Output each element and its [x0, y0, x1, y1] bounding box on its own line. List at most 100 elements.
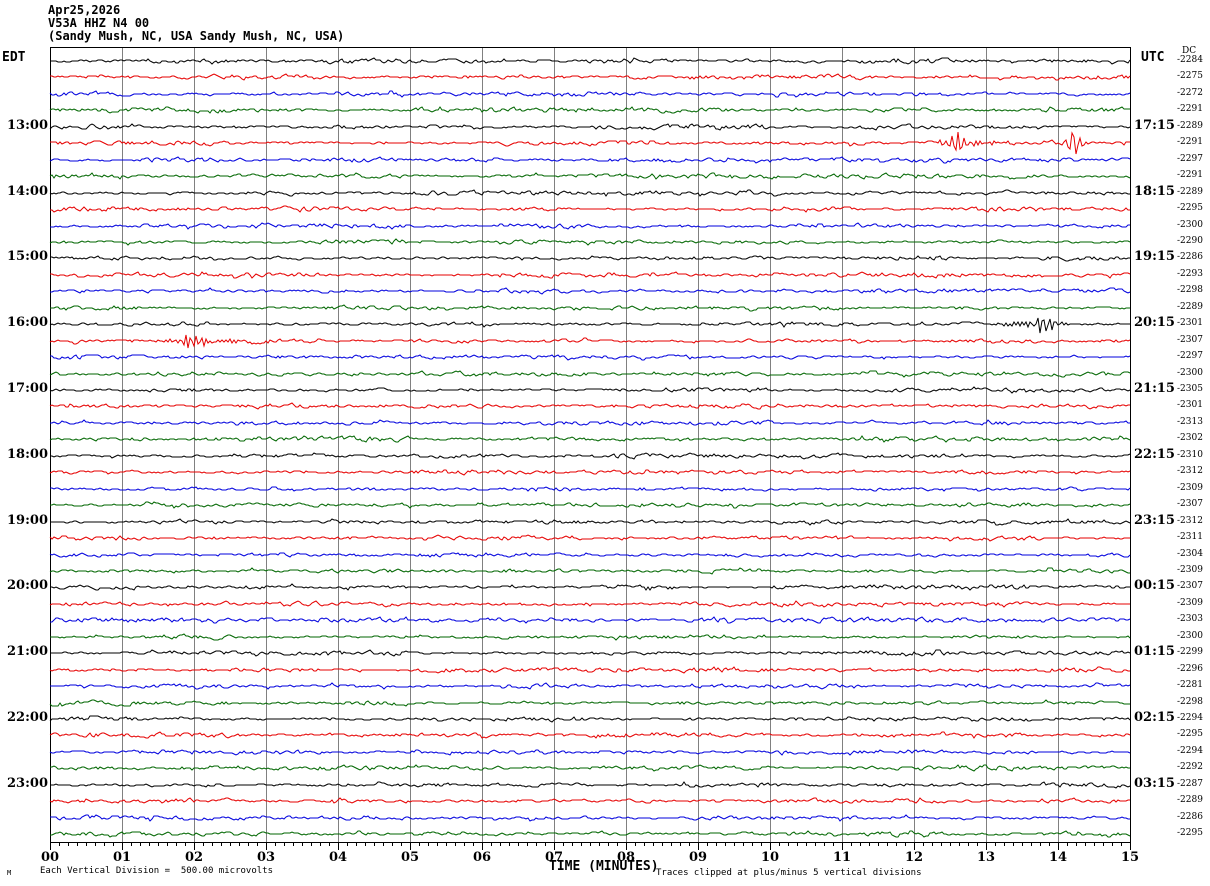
- trace-row-32: [49, 567, 1130, 575]
- trace-row-2: [50, 73, 1131, 81]
- plot-border: [50, 47, 1131, 843]
- traces: [49, 57, 1131, 838]
- trace-row-18: [49, 334, 1131, 349]
- dc-value-row-39: -2281: [1177, 680, 1203, 691]
- dc-value-row-32: -2309: [1177, 564, 1203, 575]
- x-tick-label-01: 01: [112, 850, 132, 865]
- dc-value-row-6: -2291: [1177, 137, 1203, 148]
- trace-row-16: [50, 304, 1130, 312]
- x-tick-label-03: 03: [256, 850, 276, 865]
- dc-value-row-14: -2293: [1177, 268, 1203, 279]
- dc-value-row-28: -2307: [1177, 499, 1203, 510]
- corner-mark: M: [7, 869, 12, 877]
- left-axis-label: EDT: [2, 50, 26, 65]
- trace-row-20: [49, 370, 1131, 378]
- dc-value-row-1: -2284: [1177, 55, 1203, 65]
- hour-label-right-22:15: 22:15: [1134, 446, 1175, 462]
- trace-row-35: [50, 616, 1131, 624]
- trace-row-21: [49, 386, 1131, 394]
- hour-label-left-21:00: 21:00: [7, 644, 48, 660]
- dc-value-row-34: -2309: [1177, 597, 1203, 608]
- trace-row-5: [49, 123, 1131, 131]
- trace-row-37: [50, 649, 1131, 657]
- hour-label-left-19:00: 19:00: [7, 512, 48, 528]
- x-axis-ticks: [50, 842, 1131, 850]
- trace-row-48: [50, 830, 1131, 838]
- hour-label-left-23:00: 23:00: [7, 775, 48, 791]
- dc-value-row-22: -2301: [1177, 400, 1203, 411]
- trace-row-12: [49, 238, 1131, 246]
- trace-row-42: [49, 731, 1131, 739]
- dc-value-row-20: -2300: [1177, 367, 1203, 378]
- dc-value-row-36: -2300: [1177, 630, 1203, 641]
- trace-row-28: [50, 501, 1131, 509]
- x-tick-label-07: 07: [544, 850, 564, 865]
- dc-value-row-12: -2290: [1177, 235, 1203, 246]
- x-tick-label-11: 11: [832, 850, 852, 865]
- trace-row-36: [50, 633, 1131, 641]
- trace-row-43: [49, 749, 1131, 756]
- dc-value-row-46: -2289: [1177, 795, 1203, 806]
- hour-label-right-03:15: 03:15: [1134, 775, 1175, 791]
- dc-value-row-47: -2286: [1177, 811, 1203, 822]
- dc-value-row-15: -2298: [1177, 285, 1203, 296]
- hour-label-left-14:00: 14:00: [7, 183, 48, 199]
- hour-label-right-20:15: 20:15: [1134, 315, 1175, 331]
- x-tick-label-14: 14: [1048, 850, 1068, 865]
- dc-value-row-3: -2272: [1177, 87, 1203, 98]
- trace-row-38: [49, 666, 1130, 674]
- dc-value-row-41: -2294: [1177, 713, 1203, 723]
- trace-row-45: [50, 781, 1131, 789]
- dc-value-row-13: -2286: [1177, 252, 1203, 263]
- x-tick-label-06: 06: [472, 850, 492, 865]
- dc-value-row-26: -2312: [1177, 466, 1203, 477]
- dc-value-row-37: -2299: [1177, 647, 1203, 658]
- trace-row-30: [49, 534, 1130, 542]
- trace-row-24: [49, 435, 1131, 443]
- dc-value-row-19: -2297: [1177, 351, 1203, 362]
- dc-value-row-17: -2301: [1177, 318, 1203, 329]
- dc-value-row-21: -2305: [1177, 384, 1203, 394]
- hour-label-right-23:15: 23:15: [1134, 512, 1175, 528]
- trace-row-3: [49, 90, 1131, 98]
- hour-label-left-20:00: 20:00: [7, 578, 48, 594]
- dc-value-row-18: -2307: [1177, 334, 1203, 345]
- hour-label-left-22:00: 22:00: [7, 710, 48, 725]
- dc-value-row-11: -2300: [1177, 219, 1203, 230]
- trace-row-26: [49, 469, 1131, 476]
- dc-value-row-10: -2295: [1177, 203, 1203, 214]
- dc-value-row-45: -2287: [1177, 778, 1203, 789]
- trace-row-40: [49, 699, 1130, 707]
- trace-row-27: [50, 486, 1131, 492]
- grid-lines: [122, 47, 1059, 842]
- x-tick-label-12: 12: [904, 850, 924, 865]
- dc-column-header: DC: [1182, 46, 1197, 56]
- dc-value-row-44: -2292: [1177, 762, 1203, 773]
- dc-value-row-38: -2296: [1177, 663, 1203, 674]
- hour-label-left-15:00: 15:00: [7, 249, 48, 265]
- dc-value-row-24: -2302: [1177, 433, 1203, 444]
- trace-row-41: [49, 715, 1131, 723]
- hour-label-right-02:15: 02:15: [1134, 710, 1175, 725]
- x-tick-label-00: 00: [40, 850, 60, 865]
- trace-row-4: [49, 106, 1130, 114]
- trace-row-39: [50, 682, 1131, 690]
- x-tick-label-13: 13: [976, 850, 996, 865]
- dc-value-row-16: -2289: [1177, 301, 1203, 312]
- trace-row-29: [50, 518, 1131, 526]
- trace-row-17: [49, 317, 1130, 334]
- trace-row-1: [50, 57, 1131, 65]
- trace-row-23: [50, 419, 1130, 426]
- trace-row-25: [50, 452, 1131, 460]
- clip-note: Traces clipped at plus/minus 5 vertical …: [656, 868, 922, 878]
- dc-value-row-29: -2312: [1177, 515, 1203, 526]
- dc-value-row-35: -2303: [1177, 614, 1203, 625]
- dc-value-row-23: -2313: [1177, 416, 1203, 427]
- trace-row-46: [49, 797, 1130, 804]
- dc-value-row-31: -2304: [1177, 548, 1203, 559]
- title-block: Apr25,2026 V53A HHZ N4 00 (Sandy Mush, N…: [48, 4, 344, 43]
- trace-row-11: [50, 222, 1130, 230]
- hour-label-right-17:15: 17:15: [1134, 117, 1175, 133]
